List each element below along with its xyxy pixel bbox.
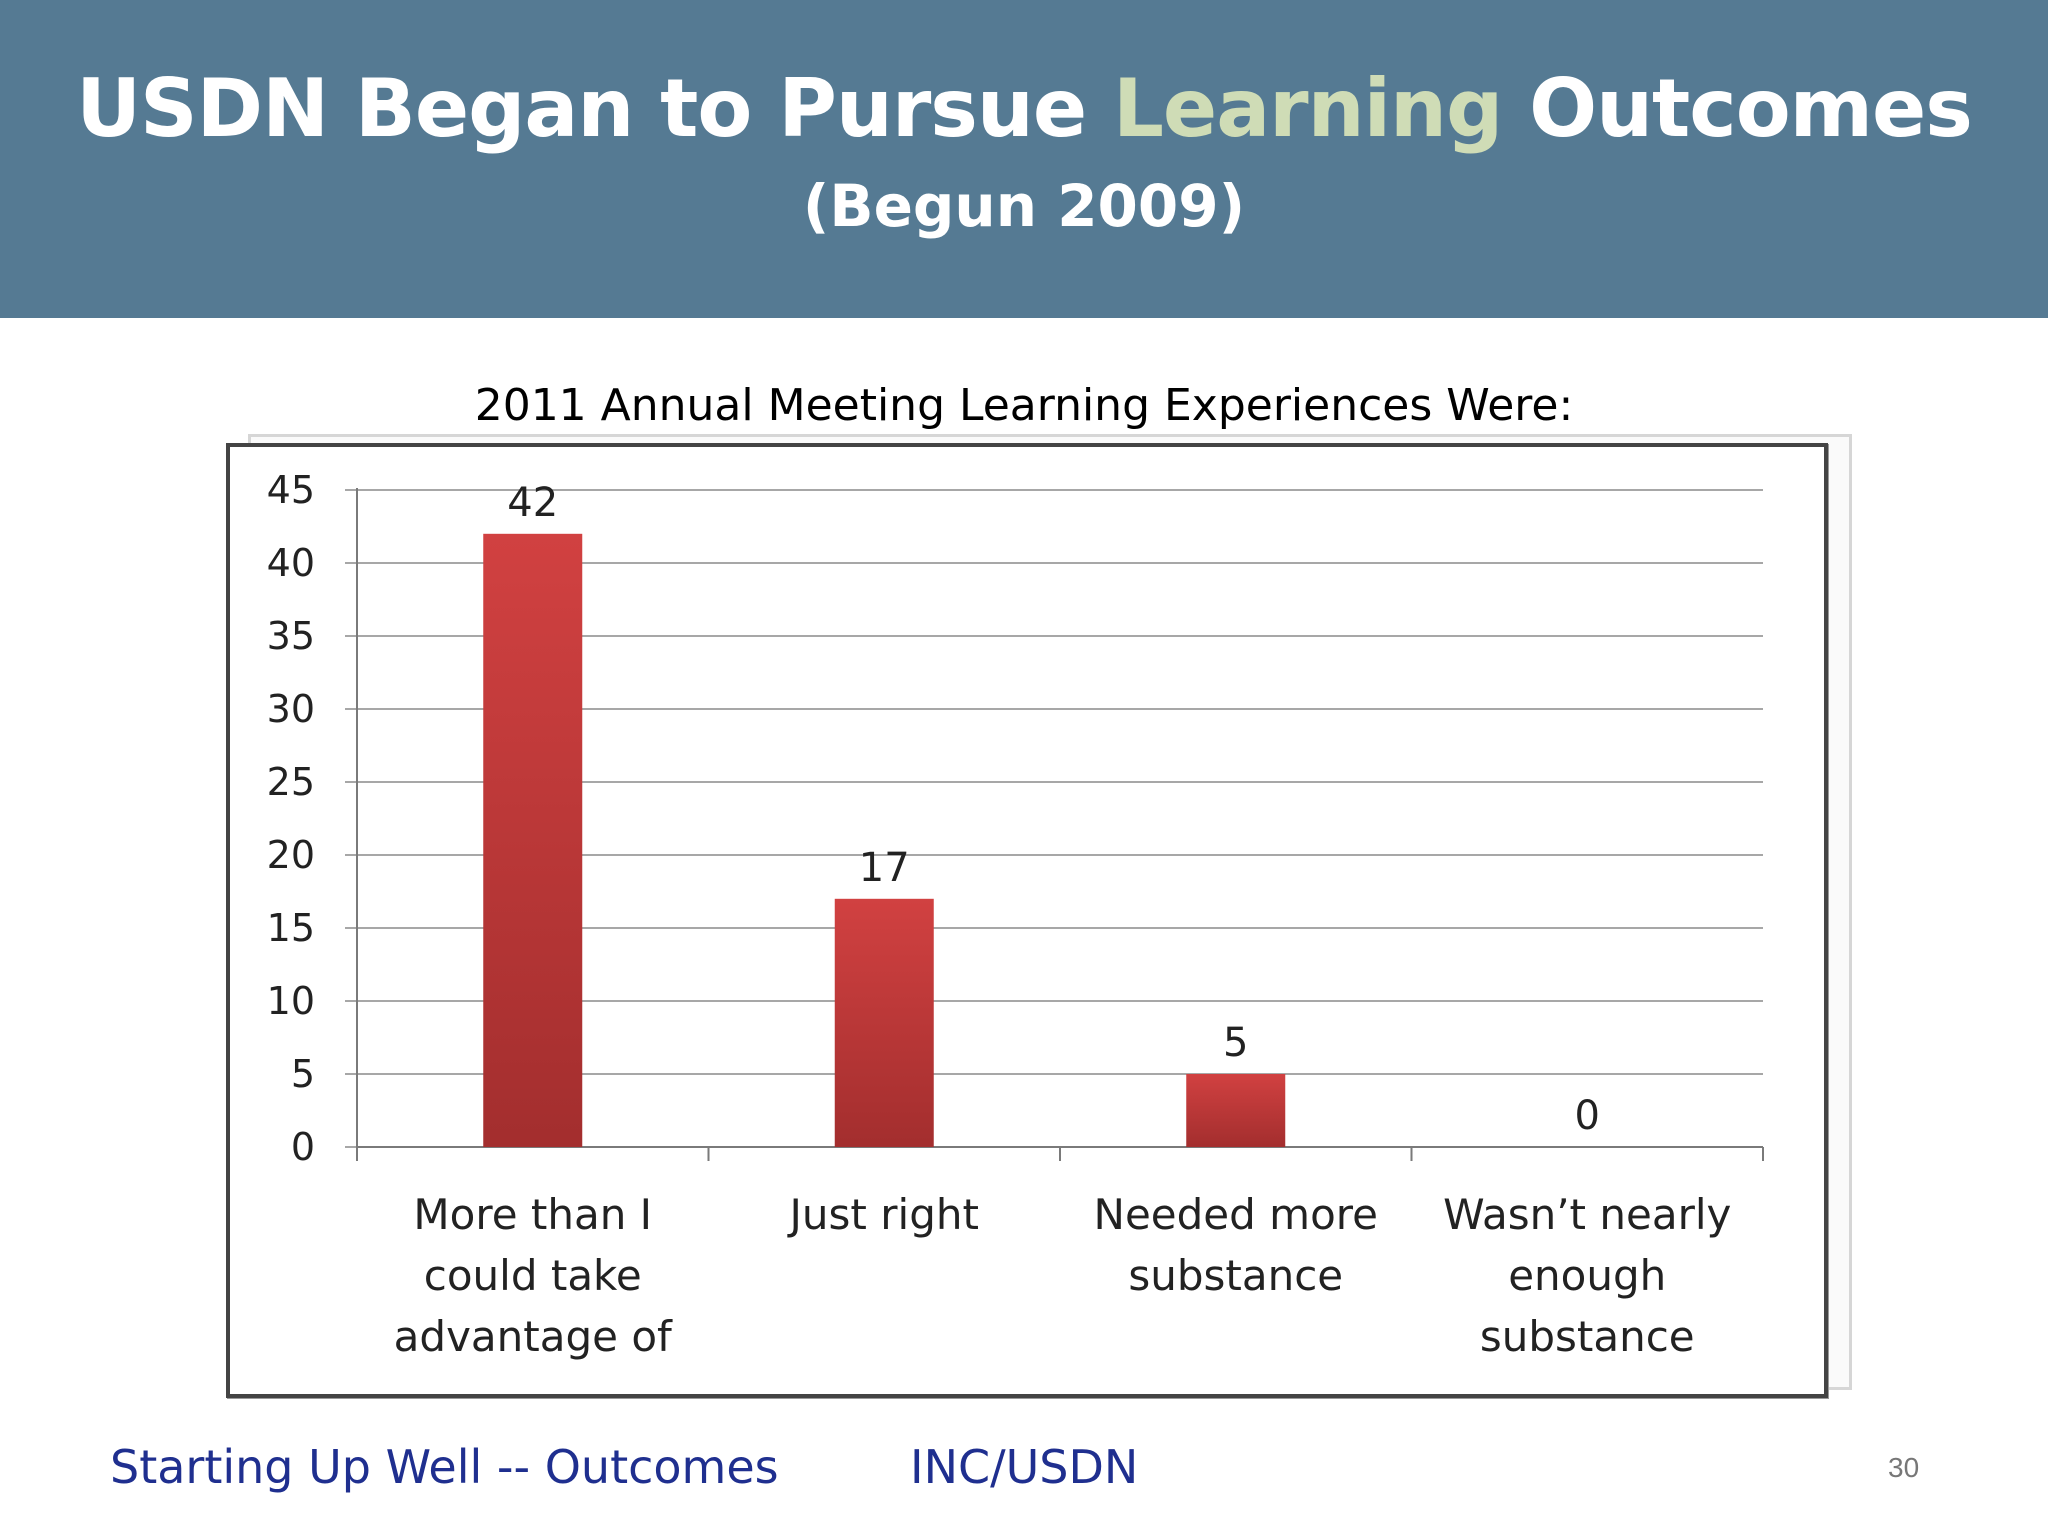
footer-left-text: Starting Up Well -- Outcomes [110,1440,779,1494]
data-label: 42 [507,480,558,526]
y-tick-label: 25 [267,760,315,804]
y-tick-label: 10 [267,979,315,1023]
x-category-label: substance [1480,1312,1695,1361]
y-tick-label: 30 [267,687,315,731]
chart-title: 2011 Annual Meeting Learning Experiences… [474,380,1574,431]
page-title: USDN Began to Pursue Learning Outcomes [76,62,1973,155]
x-category-label: substance [1128,1251,1343,1300]
footer-org-text: INC/USDN [910,1440,1139,1494]
x-category-label: Just right [787,1190,979,1239]
page-number: 30 [1888,1452,1920,1483]
title-banner: USDN Began to Pursue Learning Outcomes (… [0,0,2048,318]
y-tick-label: 5 [291,1052,315,1096]
x-category-label: Wasn’t nearly [1443,1190,1731,1239]
y-tick-label: 15 [267,906,315,950]
y-tick-label: 20 [267,833,315,877]
x-category-label: Needed more [1094,1190,1378,1239]
bar [834,898,934,1147]
title-accent-word: Learning [1112,62,1503,155]
x-category-label: enough [1508,1251,1666,1300]
data-label: 17 [859,845,910,891]
page-subtitle: (Begun 2009) [802,172,1246,240]
y-tick-label: 0 [291,1125,315,1169]
y-tick-label: 45 [267,468,315,512]
y-tick-label: 40 [267,541,315,585]
x-category-label: More than I [413,1190,652,1239]
data-label: 0 [1575,1093,1600,1139]
x-category-label: advantage of [394,1312,673,1361]
data-label: 5 [1223,1020,1248,1066]
bar [483,533,583,1147]
bar [1186,1074,1286,1147]
x-category-label: could take [424,1251,642,1300]
y-tick-label: 35 [267,614,315,658]
